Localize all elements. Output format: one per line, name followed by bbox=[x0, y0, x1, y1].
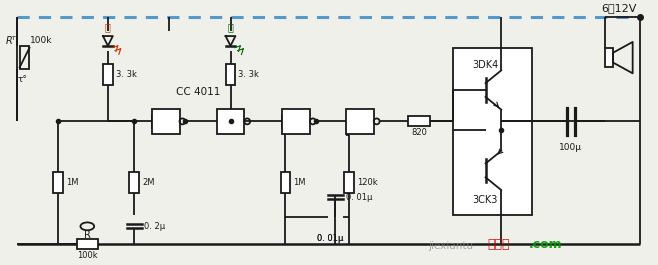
Bar bbox=[408, 117, 430, 126]
Text: .com: .com bbox=[528, 238, 563, 251]
Text: 接线图: 接线图 bbox=[488, 238, 510, 251]
Bar bbox=[226, 64, 236, 85]
Polygon shape bbox=[613, 42, 632, 73]
Text: 0. 01μ: 0. 01μ bbox=[317, 234, 343, 243]
Text: 3. 3k: 3. 3k bbox=[238, 70, 259, 79]
Text: 100k: 100k bbox=[30, 37, 53, 46]
Bar bbox=[152, 109, 180, 134]
Ellipse shape bbox=[80, 222, 94, 230]
Text: 0. 01μ: 0. 01μ bbox=[317, 234, 343, 243]
Bar bbox=[130, 172, 139, 193]
Text: 2M: 2M bbox=[142, 178, 155, 187]
Text: τ°: τ° bbox=[18, 75, 28, 84]
Text: jiexiantu: jiexiantu bbox=[428, 241, 474, 251]
Bar bbox=[20, 46, 30, 69]
Text: 3. 3k: 3. 3k bbox=[116, 70, 137, 79]
Text: 0. 2μ: 0. 2μ bbox=[144, 222, 165, 231]
Text: Rᵀ: Rᵀ bbox=[6, 36, 16, 46]
Bar bbox=[216, 109, 244, 134]
Bar bbox=[280, 172, 290, 193]
Bar bbox=[282, 109, 310, 134]
Text: 0. 01μ: 0. 01μ bbox=[346, 193, 372, 202]
Text: 100k: 100k bbox=[77, 251, 97, 260]
Text: 红: 红 bbox=[105, 22, 111, 32]
Bar bbox=[605, 48, 613, 68]
Text: R: R bbox=[84, 230, 91, 240]
Text: 3DK4: 3DK4 bbox=[473, 60, 499, 70]
Text: 1M: 1M bbox=[293, 178, 306, 187]
Text: 820: 820 bbox=[411, 128, 427, 137]
Text: 绿: 绿 bbox=[228, 22, 234, 32]
Text: 100μ: 100μ bbox=[559, 143, 582, 152]
Bar bbox=[103, 64, 113, 85]
Bar bbox=[346, 109, 374, 134]
Text: 3CK3: 3CK3 bbox=[473, 195, 498, 205]
Bar bbox=[76, 239, 98, 249]
Text: CC 4011: CC 4011 bbox=[176, 87, 220, 97]
Text: 120k: 120k bbox=[357, 178, 378, 187]
Text: 6～12V: 6～12V bbox=[601, 3, 636, 14]
Bar bbox=[344, 172, 354, 193]
Bar bbox=[453, 48, 532, 215]
Text: 1M: 1M bbox=[66, 178, 78, 187]
Bar bbox=[53, 172, 63, 193]
